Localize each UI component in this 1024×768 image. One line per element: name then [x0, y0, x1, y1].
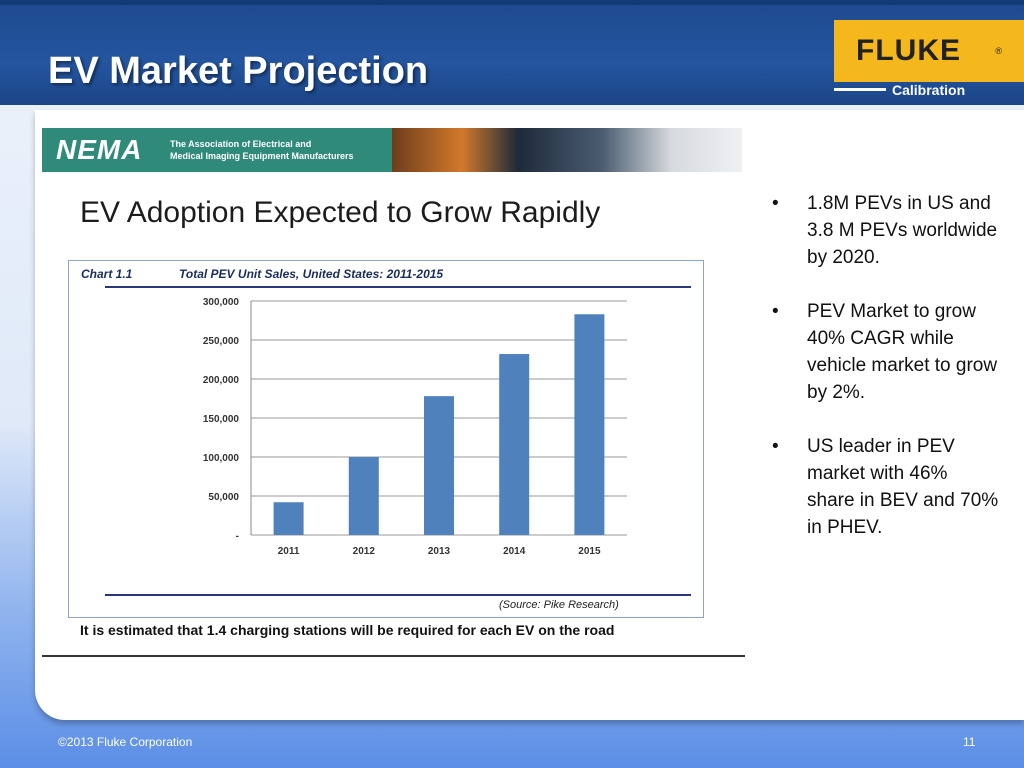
- x-tick-label: 2013: [428, 546, 451, 557]
- screenshot-heading: EV Adoption Expected to Grow Rapidly: [80, 196, 601, 229]
- chart-footnote: It is estimated that 1.4 charging statio…: [80, 622, 615, 638]
- bullet-text: 1.8M PEVs in US and 3.8 M PEVs worldwide…: [807, 193, 998, 268]
- y-tick-label: -: [236, 531, 239, 542]
- nema-banner: NEMA The Association of Electrical and M…: [42, 128, 742, 172]
- bar: [273, 502, 304, 535]
- y-tick-label: 150,000: [203, 414, 240, 425]
- nema-description: The Association of Electrical and Medica…: [170, 138, 354, 162]
- nema-description-line-2: Medical Imaging Equipment Manufacturers: [170, 151, 354, 161]
- fluke-logo: FLUKE ®: [834, 20, 1024, 82]
- bullet-text: US leader in PEV market with 46% share i…: [807, 436, 999, 538]
- chart-bottom-rule: [105, 594, 691, 596]
- bullet-item: • US leader in PEV market with 46% share…: [770, 433, 1000, 541]
- bar: [348, 457, 379, 535]
- y-tick-label: 300,000: [203, 297, 240, 308]
- chart-source: (Source: Pike Research): [499, 599, 619, 611]
- bullet-marker: •: [772, 301, 779, 322]
- bar-chart: - 50,000 100,000 150,000 200,000 250,000 300,0…: [203, 297, 627, 557]
- y-tick-label: 200,000: [203, 375, 240, 386]
- x-tick-label: 2011: [278, 546, 300, 557]
- chart-number-label: Chart 1.1: [81, 267, 133, 281]
- x-tick-label: 2012: [353, 546, 376, 557]
- bullet-item: • 1.8M PEVs in US and 3.8 M PEVs worldwi…: [770, 190, 1000, 271]
- bar: [499, 354, 530, 535]
- chart-title: Total PEV Unit Sales, United States: 201…: [179, 267, 444, 281]
- bullet-marker: •: [772, 436, 779, 457]
- nema-logo: NEMA: [56, 134, 143, 165]
- nema-description-line-1: The Association of Electrical and: [170, 139, 312, 149]
- logo-registered-mark: ®: [995, 46, 1002, 56]
- bullet-marker: •: [772, 193, 779, 214]
- y-tick-label: 50,000: [208, 492, 239, 503]
- chart-top-rule: [105, 286, 691, 288]
- bullet-list: • 1.8M PEVs in US and 3.8 M PEVs worldwi…: [770, 190, 1000, 568]
- slide-title: EV Market Projection: [48, 50, 429, 92]
- x-tick-label: 2014: [503, 546, 526, 557]
- bullet-text: PEV Market to grow 40% CAGR while vehicl…: [807, 301, 998, 403]
- y-tick-label: 100,000: [203, 453, 240, 464]
- logo-text: FLUKE: [856, 34, 961, 67]
- footer-copyright: ©2013 Fluke Corporation: [58, 735, 193, 749]
- bar: [424, 396, 454, 535]
- logo-underline: [834, 88, 886, 91]
- page-number: 11: [963, 735, 976, 749]
- x-tick-label: 2015: [578, 546, 601, 557]
- logo-subtitle: Calibration: [892, 82, 966, 98]
- bar: [574, 314, 605, 535]
- title-bar-top-line: [0, 0, 1024, 5]
- chart-frame: Chart 1.1 Total PEV Unit Sales, United S…: [68, 260, 704, 618]
- y-tick-label: 250,000: [203, 336, 240, 347]
- screenshot-bottom-rule: [42, 655, 745, 657]
- bullet-item: • PEV Market to grow 40% CAGR while vehi…: [770, 298, 1000, 406]
